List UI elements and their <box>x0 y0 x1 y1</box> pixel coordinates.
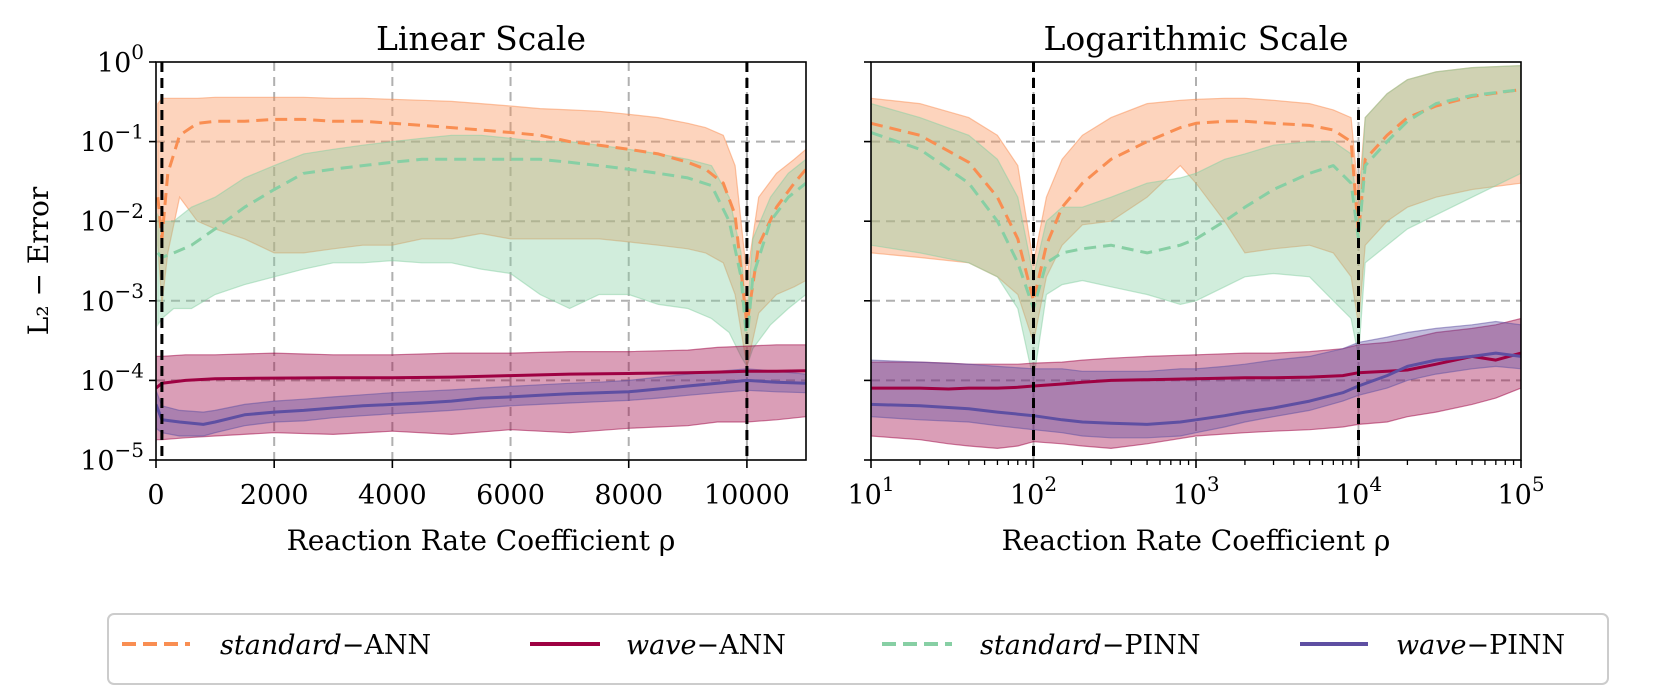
chart-title: Linear Scale <box>376 19 586 58</box>
x-tick-label: 0 <box>147 480 164 511</box>
x-tick-label: 102 <box>1010 472 1057 511</box>
band-wave-ann <box>156 344 806 441</box>
chart-linear-scale: 10−5 10−4 10−3 10−2 10−1 100 0 2000 4000 6000 8000… <box>22 19 807 557</box>
legend-entry-standard-pinn: standard−PINN <box>882 630 1200 661</box>
y-axis-label: L₂ − Error <box>22 186 55 335</box>
x-tick-label: 2000 <box>240 480 309 511</box>
x-axis-label: Reaction Rate Coefficient ρ <box>287 524 676 557</box>
legend-label-standard-ann: standard−ANN <box>220 630 431 661</box>
legend: standard−ANN wave−ANN standard−PINN wave… <box>107 613 1609 685</box>
x-tick-label: 8000 <box>594 480 663 511</box>
band-standard-ann <box>157 96 806 367</box>
legend-entry-standard-ann: standard−ANN <box>122 630 431 661</box>
legend-label-standard-pinn: standard−PINN <box>980 630 1200 661</box>
series-line-standard-pinn <box>871 88 1521 310</box>
x-tick-label: 104 <box>1335 472 1382 511</box>
axes-frame <box>155 61 807 461</box>
grid <box>156 62 806 460</box>
legend-label-wave-pinn: wave−PINN <box>1396 630 1565 661</box>
band-wave-pinn <box>156 368 806 437</box>
x-axis-label: Reaction Rate Coefficient ρ <box>1002 524 1391 557</box>
series-line-standard-ann <box>871 88 1521 303</box>
y-tick-label: 10−5 <box>80 438 144 477</box>
y-tick-label: 10−1 <box>80 120 144 159</box>
y-tick-label: 10−4 <box>80 358 144 397</box>
x-tick-label: 10000 <box>704 480 790 511</box>
x-tick-label: 103 <box>1172 472 1219 511</box>
x-tick-label: 101 <box>847 472 894 511</box>
legend-entry-wave-ann: wave−ANN <box>530 630 786 661</box>
chart-title: Logarithmic Scale <box>1043 19 1348 58</box>
x-tick-label: 105 <box>1497 472 1544 511</box>
x-tick-label: 4000 <box>358 480 427 511</box>
plot-area <box>871 64 1521 450</box>
band-standard-pinn <box>871 64 1521 381</box>
series-line-standard-ann <box>156 117 806 327</box>
y-tick-label: 10−3 <box>80 279 144 318</box>
series-line-wave-ann <box>871 351 1521 391</box>
series-line-wave-pinn <box>871 351 1521 426</box>
plot-area <box>156 96 806 441</box>
y-tick-label: 10−2 <box>80 199 144 238</box>
x-tick-label: 6000 <box>476 480 545 511</box>
series-line-wave-pinn <box>156 378 806 426</box>
band-standard-pinn <box>157 134 806 368</box>
series-line-wave-ann <box>156 369 806 390</box>
legend-frame <box>107 613 1609 685</box>
y-tick-label: 100 <box>97 40 144 79</box>
chart-logarithmic-scale: 101 102 103 104 105 Logarithmic Scale Reaction… <box>847 19 1544 557</box>
legend-entry-wave-pinn: wave−PINN <box>1300 630 1565 661</box>
legend-label-wave-ann: wave−ANN <box>626 630 786 661</box>
